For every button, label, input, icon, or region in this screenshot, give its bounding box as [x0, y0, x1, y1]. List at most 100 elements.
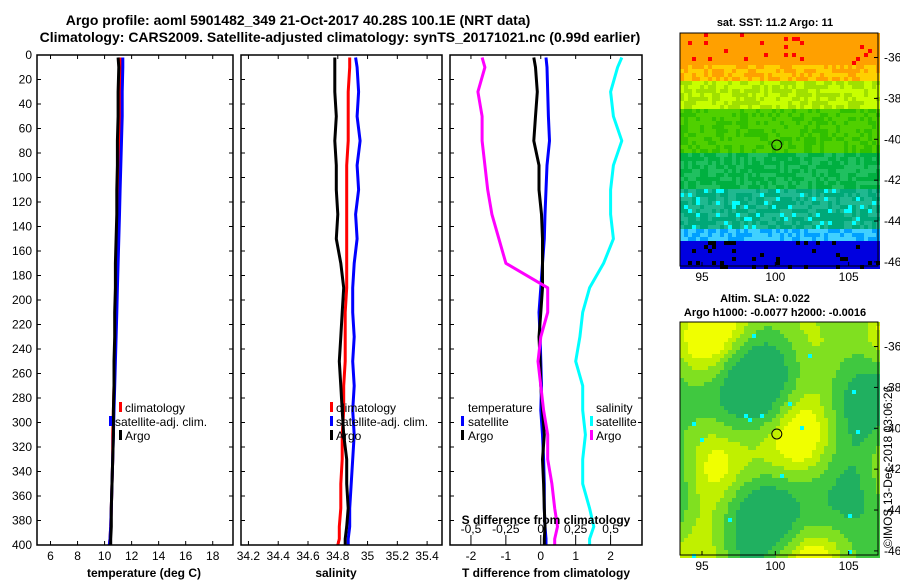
sst-map-cell — [748, 253, 752, 257]
sst-map-cell — [848, 213, 852, 217]
sst-map-cell — [744, 213, 748, 217]
sst-map-cell — [812, 241, 816, 245]
sla-map-cell — [776, 458, 780, 462]
sst-map-cell — [724, 33, 728, 37]
sla-map-cell — [692, 450, 696, 454]
sst-map-cell — [712, 209, 716, 213]
sla-map-cell — [732, 354, 736, 358]
sla-map-cell — [768, 434, 772, 438]
sst-map-cell — [804, 117, 808, 121]
sst-map-cell — [736, 53, 740, 57]
sla-map-cell — [804, 334, 808, 338]
sla-map-cell — [804, 346, 808, 350]
sst-map-cell — [840, 209, 844, 213]
sst-map-cell — [796, 141, 800, 145]
sst-map-cell — [844, 73, 848, 77]
sst-map-cell — [796, 225, 800, 229]
sst-map-cell — [808, 229, 812, 233]
sla-map-cell — [692, 338, 696, 342]
sst-map-cell — [792, 93, 796, 97]
sst-map-cell — [860, 125, 864, 129]
sla-map-cell — [704, 350, 708, 354]
sst-map-cell — [816, 61, 820, 65]
sla-map-cell — [736, 406, 740, 410]
sla-map-cell — [784, 370, 788, 374]
sst-map-cell — [796, 229, 800, 233]
sst-map-cell — [740, 129, 744, 133]
sla-map-cell — [856, 426, 860, 430]
sst-map-cell — [848, 205, 852, 209]
sla-map-cell — [696, 382, 700, 386]
sla-map-cell — [800, 394, 804, 398]
sst-map-cell — [848, 53, 852, 57]
sla-map-cell — [828, 442, 832, 446]
sst-map-cell — [740, 229, 744, 233]
sst-map-cell — [760, 113, 764, 117]
sst-map-cell — [804, 45, 808, 49]
sla-map-cell — [680, 394, 684, 398]
sst-map-cell — [808, 93, 812, 97]
sst-map-cell — [816, 221, 820, 225]
sst-map-cell — [712, 81, 716, 85]
sst-map-cell — [716, 85, 720, 89]
sla-map-cell — [696, 430, 700, 434]
sla-map-cell — [784, 458, 788, 462]
sst-map-cell — [812, 201, 816, 205]
sst-map-cell — [700, 201, 704, 205]
sst-map-cell — [732, 193, 736, 197]
sla-map-cell — [872, 434, 876, 438]
sst-map-cell — [820, 213, 824, 217]
sla-map-cell — [808, 342, 812, 346]
sst-map-cell — [712, 77, 716, 81]
sst-map-cell — [680, 57, 684, 61]
sst-map-cell — [792, 209, 796, 213]
sst-map-cell — [832, 37, 836, 41]
sst-map-cell — [804, 193, 808, 197]
sst-map-cell — [828, 97, 832, 101]
sst-map-cell — [752, 69, 756, 73]
sla-map-cell — [744, 338, 748, 342]
sst-map-cell — [728, 65, 732, 69]
sst-map-cell — [796, 53, 800, 57]
sst-map-cell — [728, 77, 732, 81]
sst-map-cell — [780, 237, 784, 241]
sla-map-cell — [764, 342, 768, 346]
sla-map-cell — [708, 430, 712, 434]
sla-map-cell — [864, 442, 868, 446]
sla-map-cell — [744, 394, 748, 398]
sla-map-cell — [792, 422, 796, 426]
sst-map-cell — [716, 177, 720, 181]
sst-map-cell — [784, 145, 788, 149]
sla-map-cell — [800, 374, 804, 378]
sst-map-cell — [756, 237, 760, 241]
sst-map-cell — [712, 129, 716, 133]
sst-map-cell — [824, 117, 828, 121]
sst-map-cell — [812, 77, 816, 81]
sst-map-cell — [684, 217, 688, 221]
sst-map-cell — [704, 69, 708, 73]
sst-map-cell — [828, 61, 832, 65]
sst-map-cell — [828, 161, 832, 165]
sla-map-cell — [824, 446, 828, 450]
sst-map-cell — [680, 141, 684, 145]
sst-map-cell — [756, 209, 760, 213]
sla-map-cell — [736, 330, 740, 334]
sst-map-cell — [864, 53, 868, 57]
sla-map-cell — [828, 402, 832, 406]
sla-map-cell — [820, 454, 824, 458]
sla-map-cell — [796, 354, 800, 358]
sst-map-cell — [848, 245, 852, 249]
sst-map-cell — [868, 117, 872, 121]
sla-map-cell — [788, 354, 792, 358]
sst-map-cell — [872, 185, 876, 189]
sla-map-cell — [684, 374, 688, 378]
sla-map-cell — [828, 398, 832, 402]
sst-map-cell — [740, 149, 744, 153]
sst-map-cell — [772, 141, 776, 145]
sst-map-cell — [836, 177, 840, 181]
sst-map-cell — [732, 89, 736, 93]
sst-map-cell — [800, 149, 804, 153]
sla-map-cell — [800, 326, 804, 330]
sst-map-cell — [800, 213, 804, 217]
sst-map-cell — [728, 249, 732, 253]
